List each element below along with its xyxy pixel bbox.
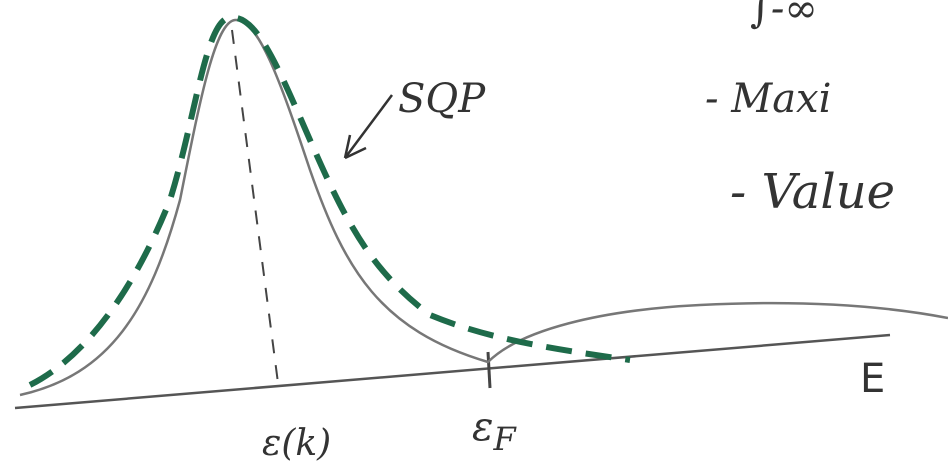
sqp-label: SQP bbox=[398, 76, 486, 122]
note: - Maxi bbox=[705, 76, 831, 122]
background bbox=[0, 0, 948, 464]
note: - Value bbox=[730, 164, 895, 220]
dispersion-label: ε(k) bbox=[262, 423, 331, 464]
note: ∫-∞ bbox=[750, 0, 818, 32]
fermi-tick bbox=[488, 352, 490, 388]
diagram: SQP E ε(k) εF ∫-∞ - Maxi - Value bbox=[0, 0, 948, 464]
energy-axis-label: E bbox=[860, 356, 885, 402]
